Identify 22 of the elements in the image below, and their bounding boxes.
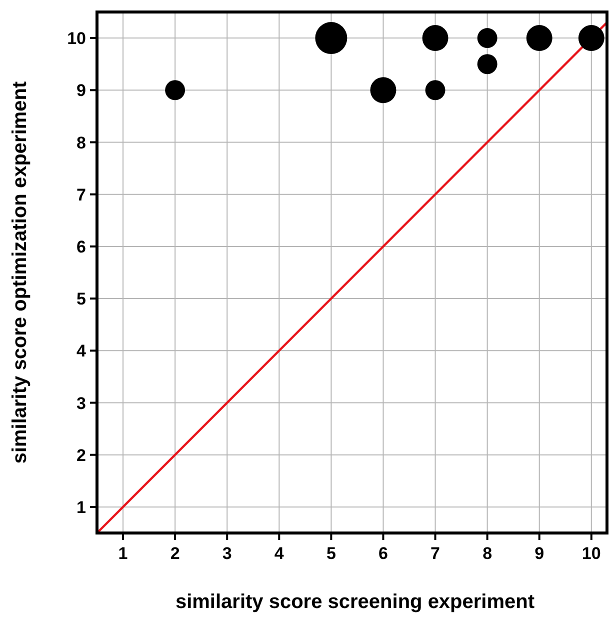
y-tick-label: 9 xyxy=(76,81,86,100)
y-tick-label: 1 xyxy=(76,498,86,517)
y-tick-label: 2 xyxy=(76,446,86,465)
y-tick-label: 6 xyxy=(76,237,86,256)
x-tick-label: 4 xyxy=(274,544,284,563)
x-tick-label: 10 xyxy=(582,544,601,563)
x-tick-label: 3 xyxy=(222,544,232,563)
y-tick-label: 10 xyxy=(67,29,86,48)
x-tick-label: 2 xyxy=(170,544,180,563)
y-tick-label: 8 xyxy=(76,133,86,152)
x-axis-title: similarity score screening experiment xyxy=(175,591,535,613)
x-tick-label: 5 xyxy=(326,544,336,563)
x-tick-label: 8 xyxy=(482,544,492,563)
y-axis-title: similarity score optimization experiment xyxy=(9,81,31,464)
x-tick-label: 6 xyxy=(378,544,388,563)
y-tick-label: 7 xyxy=(76,185,86,204)
y-tick-label: 4 xyxy=(76,342,87,361)
x-tick-label: 9 xyxy=(534,544,544,563)
y-tick-label: 5 xyxy=(76,290,86,309)
x-tick-label: 1 xyxy=(118,544,128,563)
x-tick-label: 7 xyxy=(430,544,440,563)
y-tick-label: 3 xyxy=(76,394,86,413)
